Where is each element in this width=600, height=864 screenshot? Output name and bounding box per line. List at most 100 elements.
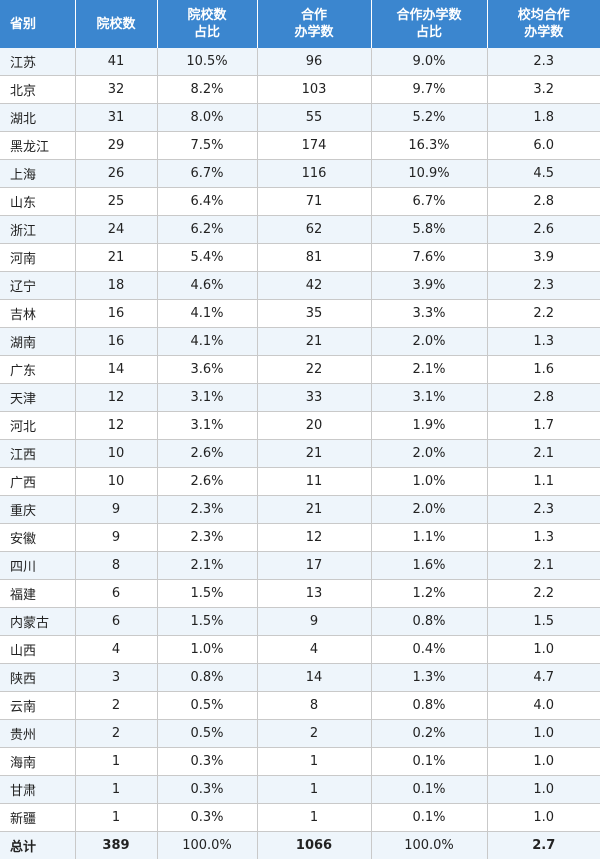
header-schools: 院校数: [75, 0, 158, 48]
program-share-cell: 3.3%: [371, 299, 488, 328]
school-share-cell: 2.3%: [157, 523, 258, 552]
table-row: 河南 21 5.4% 81 7.6% 3.9: [0, 243, 600, 272]
programs-cell: 103: [257, 75, 372, 104]
total-row: 总计 389 100.0% 1066 100.0% 2.7: [0, 831, 600, 859]
table-row: 云南 2 0.5% 8 0.8% 4.0: [0, 691, 600, 720]
average-cell: 2.1: [487, 551, 600, 580]
programs-cell: 1: [257, 775, 372, 804]
province-cell: 福建: [0, 579, 76, 608]
header-program-share-line-1: 合作办学数: [396, 8, 462, 23]
table-row: 辽宁 18 4.6% 42 3.9% 2.3: [0, 271, 600, 300]
average-cell: 2.6: [487, 215, 600, 244]
program-share-cell: 10.9%: [371, 159, 488, 188]
table-row: 贵州 2 0.5% 2 0.2% 1.0: [0, 719, 600, 748]
programs-cell: 35: [257, 299, 372, 328]
programs-cell: 21: [257, 327, 372, 356]
school-share-cell: 4.1%: [157, 299, 258, 328]
schools-cell: 14: [75, 355, 158, 384]
table-row: 浙江 24 6.2% 62 5.8% 2.6: [0, 215, 600, 244]
school-share-cell: 8.0%: [157, 103, 258, 132]
header-programs: 合作 办学数: [257, 0, 372, 48]
program-share-cell: 0.1%: [371, 775, 488, 804]
schools-cell: 26: [75, 159, 158, 188]
table-header: 省别 院校数 院校数 占比 合作 办学数 合作办学数 占比 校均合作 办学数: [0, 0, 600, 48]
school-share-cell: 2.6%: [157, 467, 258, 496]
province-cell: 新疆: [0, 803, 76, 832]
programs-cell: 81: [257, 243, 372, 272]
program-share-cell: 0.8%: [371, 607, 488, 636]
table-row: 安徽 9 2.3% 12 1.1% 1.3: [0, 523, 600, 552]
province-cell: 辽宁: [0, 271, 76, 300]
total-average-cell: 2.7: [487, 831, 600, 859]
school-share-cell: 8.2%: [157, 75, 258, 104]
province-cell: 吉林: [0, 299, 76, 328]
table-row: 山东 25 6.4% 71 6.7% 2.8: [0, 187, 600, 216]
province-cell: 上海: [0, 159, 76, 188]
program-share-cell: 0.1%: [371, 747, 488, 776]
province-cell: 北京: [0, 75, 76, 104]
average-cell: 2.3: [487, 495, 600, 524]
school-share-cell: 1.0%: [157, 635, 258, 664]
programs-cell: 174: [257, 131, 372, 160]
programs-cell: 17: [257, 551, 372, 580]
program-share-cell: 6.7%: [371, 187, 488, 216]
table-row: 重庆 9 2.3% 21 2.0% 2.3: [0, 495, 600, 524]
average-cell: 4.7: [487, 663, 600, 692]
program-share-cell: 3.1%: [371, 383, 488, 412]
program-share-cell: 1.0%: [371, 467, 488, 496]
schools-cell: 9: [75, 523, 158, 552]
average-cell: 2.2: [487, 299, 600, 328]
schools-cell: 1: [75, 803, 158, 832]
programs-cell: 116: [257, 159, 372, 188]
province-cell: 天津: [0, 383, 76, 412]
school-share-cell: 6.7%: [157, 159, 258, 188]
programs-cell: 42: [257, 271, 372, 300]
school-share-cell: 4.1%: [157, 327, 258, 356]
school-share-cell: 2.1%: [157, 551, 258, 580]
table-row: 新疆 1 0.3% 1 0.1% 1.0: [0, 803, 600, 832]
header-programs-line-2: 办学数: [294, 25, 334, 40]
schools-cell: 25: [75, 187, 158, 216]
table-row: 海南 1 0.3% 1 0.1% 1.0: [0, 747, 600, 776]
schools-cell: 24: [75, 215, 158, 244]
program-share-cell: 9.7%: [371, 75, 488, 104]
table-row: 湖北 31 8.0% 55 5.2% 1.8: [0, 103, 600, 132]
school-share-cell: 0.3%: [157, 775, 258, 804]
header-province-line-1: 省别: [10, 16, 37, 32]
province-cell: 安徽: [0, 523, 76, 552]
average-cell: 2.1: [487, 439, 600, 468]
average-cell: 2.3: [487, 271, 600, 300]
average-cell: 1.0: [487, 747, 600, 776]
school-share-cell: 0.5%: [157, 719, 258, 748]
schools-cell: 29: [75, 131, 158, 160]
table-row: 广西 10 2.6% 11 1.0% 1.1: [0, 467, 600, 496]
header-average-line-1: 校均合作: [517, 8, 570, 23]
average-cell: 2.3: [487, 48, 600, 76]
schools-cell: 16: [75, 327, 158, 356]
program-share-cell: 1.3%: [371, 663, 488, 692]
program-share-cell: 2.0%: [371, 439, 488, 468]
programs-cell: 9: [257, 607, 372, 636]
schools-cell: 2: [75, 719, 158, 748]
province-cell: 黑龙江: [0, 131, 76, 160]
average-cell: 1.1: [487, 467, 600, 496]
average-cell: 1.6: [487, 355, 600, 384]
table-row: 天津 12 3.1% 33 3.1% 2.8: [0, 383, 600, 412]
school-share-cell: 1.5%: [157, 579, 258, 608]
header-province: 省别: [0, 0, 76, 48]
programs-cell: 13: [257, 579, 372, 608]
programs-cell: 96: [257, 48, 372, 76]
school-share-cell: 0.3%: [157, 803, 258, 832]
schools-cell: 4: [75, 635, 158, 664]
header-school-share-line-2: 占比: [193, 25, 220, 40]
program-share-cell: 16.3%: [371, 131, 488, 160]
programs-cell: 21: [257, 439, 372, 468]
school-share-cell: 6.4%: [157, 187, 258, 216]
table-row: 陕西 3 0.8% 14 1.3% 4.7: [0, 663, 600, 692]
header-average-line-2: 办学数: [524, 25, 564, 40]
program-share-cell: 9.0%: [371, 48, 488, 76]
school-share-cell: 10.5%: [157, 48, 258, 76]
table-row: 湖南 16 4.1% 21 2.0% 1.3: [0, 327, 600, 356]
programs-cell: 2: [257, 719, 372, 748]
average-cell: 3.9: [487, 243, 600, 272]
